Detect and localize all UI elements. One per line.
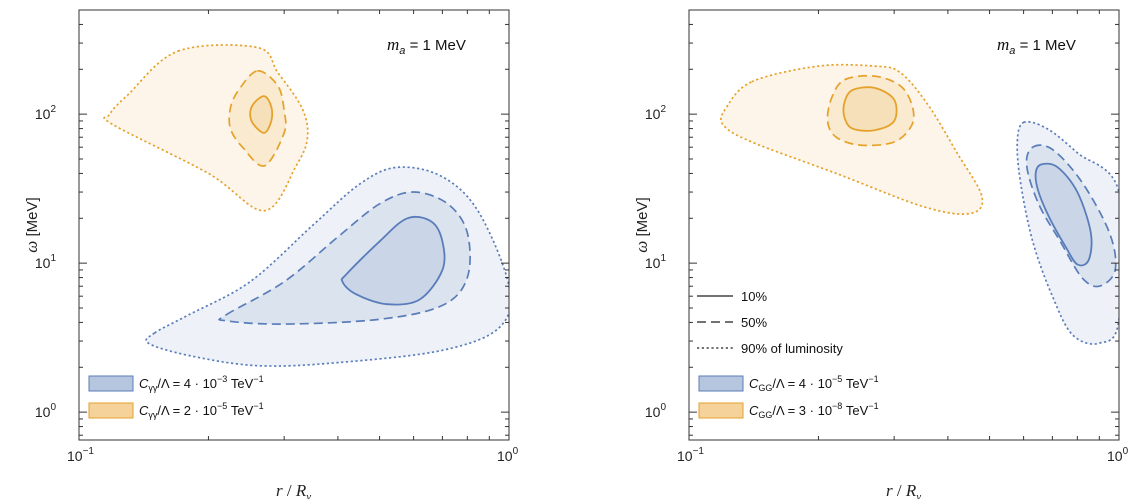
contour-layer — [103, 44, 509, 367]
coupling-legend: Cγγ/Λ = 4 · 10−3 TeV−1 Cγγ/Λ = 2 · 10−5 T… — [88, 374, 264, 420]
blue-contour-fill-50pct — [1026, 145, 1116, 287]
y-tick-label: 101 — [645, 253, 667, 271]
orange-contour-line-10pct — [249, 95, 274, 134]
y-tick-label: 102 — [645, 104, 667, 122]
mass-annotation: ma = 1 MeV — [387, 35, 466, 57]
blue-contour-line-90pct — [1016, 120, 1119, 345]
blue-contour-fill-50pct — [219, 192, 471, 325]
legend-label: 10% — [741, 289, 767, 304]
x-axis-title: r / Rν — [276, 481, 311, 499]
blue-contour-fill-90pct — [1017, 121, 1119, 345]
blue-contour-fill-10pct — [1035, 163, 1092, 266]
linestyle-legend: 10% 50% 90% of luminosity — [697, 289, 843, 356]
blue-contour-line-50pct — [218, 191, 471, 325]
legend-coupling-label: CGG/Λ = 4 · 10−5 TeV−1 — [749, 374, 879, 393]
orange-contour-fill-10pct — [843, 87, 897, 131]
y-tick-label: 100 — [645, 402, 667, 420]
blue-contour-fill-10pct — [341, 216, 445, 305]
panel-left: 100 101 102 10−1 100 r / Rν ω [MeV] ma = 1 MeV C… — [22, 9, 519, 499]
panel-right: 100 101 102 10−1 100 r / Rν ω [MeV] ma = 1 MeV 1… — [632, 9, 1129, 499]
blue-contour-line-50pct — [1025, 144, 1117, 288]
legend-coupling-label: Cγγ/Λ = 2 · 10−5 TeV−1 — [139, 401, 264, 420]
orange-contour-line-50pct — [228, 70, 287, 167]
y-tick-label: 102 — [35, 104, 57, 122]
legend-swatch-orange — [698, 402, 744, 419]
orange-contour-line-90pct — [103, 44, 309, 212]
x-tick-label: 10−1 — [67, 446, 94, 464]
legend-label: 90% of luminosity — [741, 341, 843, 356]
blue-contour-line-10pct — [340, 215, 446, 306]
orange-contour-line-50pct — [826, 74, 915, 147]
orange-contour-line-10pct — [842, 86, 898, 132]
legend-coupling-label: Cγγ/Λ = 4 · 10−3 TeV−1 — [139, 374, 264, 393]
legend-coupling-label: CGG/Λ = 3 · 10−8 TeV−1 — [749, 401, 879, 420]
x-tick-label: 100 — [497, 446, 519, 464]
plot-frame — [78, 9, 510, 441]
orange-contour-line-90pct — [720, 63, 984, 215]
x-tick-label: 100 — [1107, 446, 1129, 464]
y-tick-label: 101 — [35, 253, 57, 271]
x-tick-label: 10−1 — [677, 446, 704, 464]
y-axis-title: ω [MeV] — [632, 197, 651, 252]
blue-contour-line-10pct — [1034, 162, 1093, 267]
orange-contour-fill-90pct — [720, 64, 983, 215]
coupling-legend: CGG/Λ = 4 · 10−5 TeV−1 CGG/Λ = 3 · 10−8 T… — [698, 374, 879, 420]
legend-swatch-blue — [88, 375, 134, 392]
orange-contour-fill-10pct — [250, 96, 273, 133]
plot-frame — [688, 9, 1120, 441]
contour-layer — [720, 63, 1119, 345]
legend-swatch-blue — [698, 375, 744, 392]
orange-contour-fill-90pct — [104, 44, 308, 211]
y-axis-title: ω [MeV] — [22, 197, 41, 252]
x-axis-title: r / Rν — [886, 481, 921, 499]
legend-swatch-orange — [88, 402, 134, 419]
mass-annotation: ma = 1 MeV — [997, 35, 1076, 57]
legend-label: 50% — [741, 315, 767, 330]
y-tick-label: 100 — [35, 402, 57, 420]
orange-contour-fill-50pct — [229, 70, 286, 167]
